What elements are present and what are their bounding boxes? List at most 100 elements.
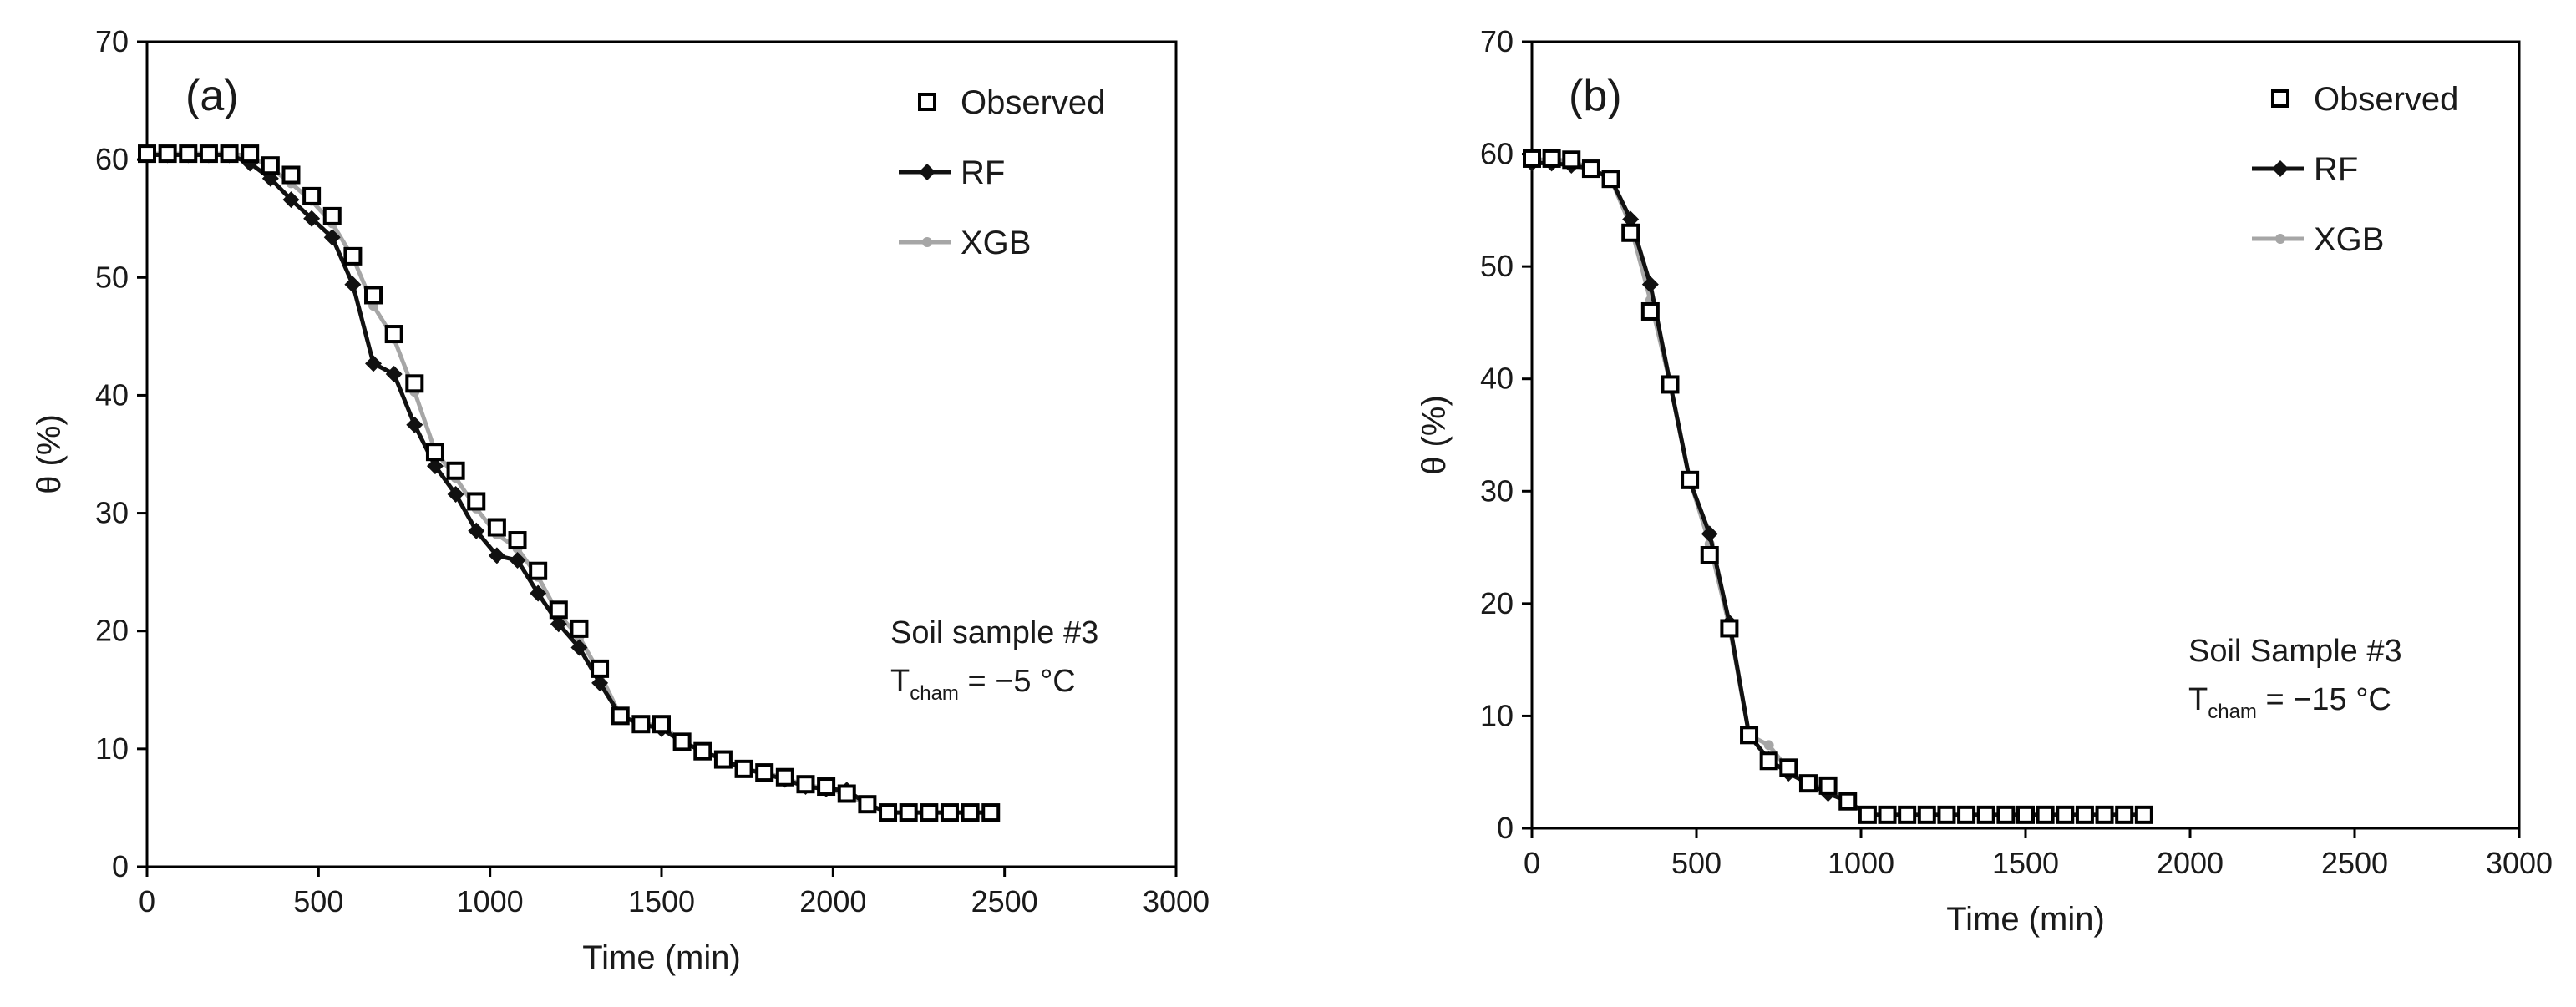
rf-point	[1622, 210, 1640, 228]
y-tick-label: 30	[95, 496, 129, 530]
observed-point	[1523, 149, 1541, 168]
observed-point	[384, 325, 403, 344]
temp-symbol: T	[2188, 682, 2208, 717]
observed-point	[241, 144, 260, 164]
rf-series-line	[147, 152, 991, 815]
x-tick-label: 2000	[2157, 846, 2224, 880]
observed-point	[734, 759, 753, 778]
observed-point	[1838, 792, 1858, 811]
observed-point	[2095, 805, 2114, 824]
rf-series-line	[1532, 160, 2144, 817]
observed-point	[2036, 805, 2055, 824]
rf-point	[406, 416, 423, 433]
observed-point	[837, 784, 856, 803]
rf-point	[426, 458, 444, 475]
legend-rf-label: RF	[2314, 151, 2358, 188]
observed-point	[199, 144, 218, 164]
x-tick-label: 1000	[1828, 846, 1894, 880]
y-tick-label: 60	[95, 142, 129, 176]
legend-rf-marker	[2272, 160, 2289, 177]
y-tick-label: 10	[1480, 698, 1514, 732]
x-tick-label: 2500	[971, 884, 1038, 918]
temp-subscript: cham	[910, 682, 959, 705]
x-axis-title: Time (min)	[1946, 901, 2105, 938]
legend: Observed RF XGB	[2252, 81, 2458, 258]
rf-point	[344, 276, 362, 293]
rf-point	[550, 615, 567, 633]
observed-point	[343, 246, 363, 266]
observed-point	[631, 715, 651, 734]
rf-point	[323, 229, 341, 246]
legend-xgb-label: XGB	[961, 225, 1031, 261]
y-axis-title: θ (%)	[1416, 395, 1453, 475]
rf-point	[468, 522, 485, 539]
y-tick-label: 20	[1480, 586, 1514, 620]
y-tick-label: 60	[1480, 137, 1514, 171]
observed-point	[1542, 149, 1561, 168]
observed-point	[1740, 726, 1759, 745]
observed-point	[1858, 805, 1877, 824]
x-tick-label: 1500	[628, 884, 695, 918]
observed-point	[220, 144, 239, 164]
x-tick-label: 2000	[799, 884, 866, 918]
observed-point	[858, 795, 877, 814]
observed-point	[2134, 805, 2153, 824]
observed-point	[611, 706, 630, 726]
legend-rf-marker	[919, 164, 936, 180]
x-tick-label: 500	[1671, 846, 1722, 880]
rf-point	[447, 485, 464, 503]
observed-point	[487, 518, 506, 537]
legend-observed-marker	[2271, 89, 2289, 108]
observed-point	[920, 803, 939, 822]
observed-point	[1779, 758, 1798, 777]
observed-point	[1898, 805, 1917, 824]
rf-point	[530, 584, 547, 602]
x-tick-label: 0	[139, 884, 155, 918]
y-tick-label: 10	[95, 731, 129, 766]
legend-xgb-marker	[922, 237, 932, 247]
x-tick-label: 3000	[2486, 846, 2553, 880]
panel-a: 0 500 1000 1500 2000 2500 3000 0 10 20 30 40 50 60 70 T…	[31, 24, 1209, 976]
rf-point	[1701, 525, 1718, 543]
observed-point	[672, 732, 692, 751]
legend: Observed RF XGB	[899, 84, 1105, 261]
y-axis-title: θ (%)	[31, 414, 68, 494]
panel-label: (b)	[1569, 72, 1622, 120]
legend-observed-label: Observed	[961, 84, 1105, 121]
observed-point	[1937, 805, 1956, 824]
observed-point	[1601, 170, 1620, 189]
observed-point	[1957, 805, 1976, 824]
plot-frame	[145, 40, 1178, 868]
observed-point	[1700, 545, 1719, 564]
sample-annotation: Soil sample #3	[890, 615, 1098, 650]
rf-point	[365, 355, 383, 372]
rf-point	[385, 366, 403, 383]
observed-point	[693, 741, 712, 761]
x-tick-label: 3000	[1143, 884, 1209, 918]
observed-point	[446, 461, 465, 480]
observed-point	[1562, 150, 1581, 170]
observed-point	[713, 750, 733, 769]
observed-point	[1878, 805, 1897, 824]
observed-point	[981, 803, 1001, 822]
y-tick-label: 40	[1480, 362, 1514, 396]
observed-point	[322, 206, 342, 225]
observed-point	[899, 803, 918, 822]
legend-observed-marker	[918, 93, 936, 111]
xgb-series-line	[147, 151, 991, 815]
y-tick-label: 70	[95, 24, 129, 58]
rf-point	[591, 674, 609, 691]
observed-point	[1720, 619, 1739, 638]
observed-point	[1798, 774, 1818, 793]
temp-value: = −15 °C	[2257, 682, 2391, 717]
observed-point	[652, 715, 671, 734]
y-tick-label: 0	[112, 849, 129, 883]
legend-xgb-marker	[2275, 234, 2285, 244]
observed-point	[2115, 805, 2134, 824]
observed-point	[1581, 159, 1600, 179]
observed-point	[1681, 470, 1700, 489]
observed-point	[405, 374, 424, 393]
legend-observed-label: Observed	[2314, 81, 2458, 118]
observed-point	[879, 803, 898, 822]
